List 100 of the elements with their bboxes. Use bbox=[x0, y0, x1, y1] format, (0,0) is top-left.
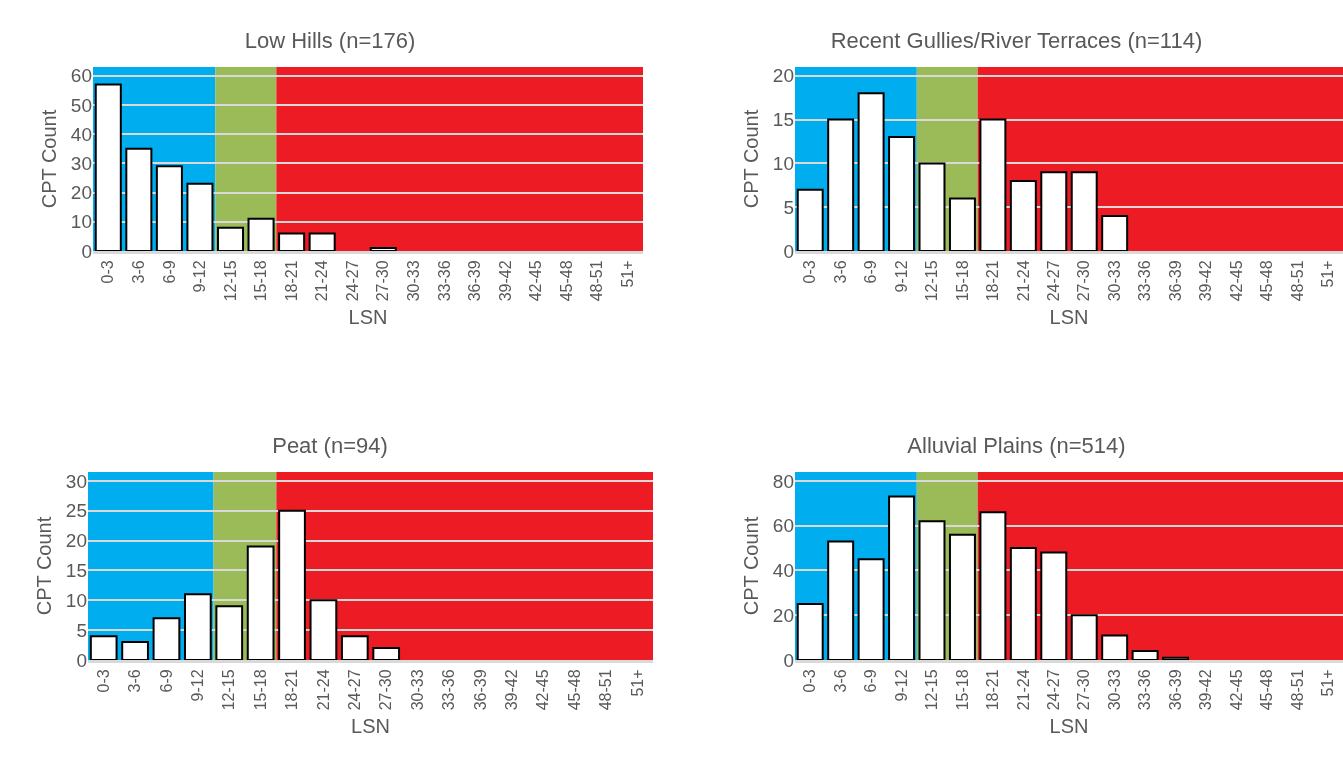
x-tick-label: 30-33 bbox=[1105, 260, 1123, 302]
x-tick-label: 45-48 bbox=[557, 260, 575, 302]
bar bbox=[89, 635, 118, 660]
x-tick-label: 27-30 bbox=[374, 260, 392, 302]
y-tick-label: 60 bbox=[70, 65, 92, 87]
bar bbox=[155, 165, 183, 251]
x-axis-title: LSN bbox=[1049, 714, 1089, 737]
bar bbox=[857, 92, 885, 251]
y-tick-label: 30 bbox=[70, 153, 92, 175]
x-tick-label: 48-51 bbox=[597, 669, 615, 711]
x-tick-label: 27-30 bbox=[1075, 669, 1093, 711]
y-tick-label: 20 bbox=[772, 604, 794, 626]
y-tick-label: 0 bbox=[783, 649, 794, 671]
y-tick-label: 30 bbox=[65, 470, 87, 492]
bar bbox=[246, 545, 275, 660]
x-tick-label: 24-27 bbox=[1044, 260, 1062, 302]
x-tick-label: 0-3 bbox=[94, 669, 112, 693]
x-tick-label: 39-42 bbox=[1197, 669, 1215, 711]
x-tick-label: 6-9 bbox=[160, 260, 178, 284]
x-tick-label: 18-21 bbox=[984, 669, 1002, 711]
y-tick-label: 5 bbox=[76, 619, 87, 641]
bar bbox=[372, 647, 401, 660]
bar bbox=[888, 136, 916, 251]
x-tick-label: 36-39 bbox=[1166, 260, 1184, 302]
y-tick-label: 60 bbox=[772, 515, 794, 537]
x-tick-label: 18-21 bbox=[282, 260, 300, 302]
x-tick-label: 39-42 bbox=[496, 260, 514, 302]
y-tick-label: 20 bbox=[65, 530, 87, 552]
bar bbox=[121, 641, 149, 660]
x-tick-label: 36-39 bbox=[466, 260, 484, 302]
x-tick-label: 27-30 bbox=[1075, 260, 1093, 302]
x-tick-label: 24-27 bbox=[346, 669, 364, 711]
y-tick-label: 5 bbox=[783, 196, 794, 218]
bar bbox=[918, 520, 946, 660]
bar bbox=[369, 247, 397, 251]
x-tick-label: 39-42 bbox=[1197, 260, 1215, 302]
y-tick-label: 0 bbox=[783, 240, 794, 262]
y-tick-label: 0 bbox=[81, 240, 92, 262]
x-tick-label: 24-27 bbox=[343, 260, 361, 302]
y-tick-label: 25 bbox=[65, 500, 87, 522]
bar bbox=[857, 558, 885, 660]
x-tick-label: 51+ bbox=[1318, 260, 1336, 288]
x-tick-label: 45-48 bbox=[1258, 669, 1276, 711]
x-tick-label: 3-6 bbox=[831, 260, 849, 284]
bar bbox=[183, 593, 212, 660]
y-axis-title: CPT Count bbox=[38, 109, 61, 209]
x-tick-label: 42-45 bbox=[534, 669, 552, 711]
x-tick-label: 0-3 bbox=[801, 260, 819, 284]
x-tick-label: 51+ bbox=[618, 260, 636, 288]
x-axis-title: LSN bbox=[348, 305, 388, 328]
y-tick-label: 10 bbox=[70, 211, 92, 233]
x-tick-label: 48-51 bbox=[588, 260, 606, 302]
bar bbox=[152, 617, 181, 660]
x-tick-label: 9-12 bbox=[189, 669, 207, 702]
x-tick-label: 6-9 bbox=[862, 669, 880, 693]
x-tick-label: 51+ bbox=[628, 669, 646, 697]
bar bbox=[1040, 551, 1068, 660]
x-tick-label: 33-36 bbox=[440, 669, 458, 711]
y-axis-title: CPT Count bbox=[740, 109, 763, 209]
x-tick-label: 48-51 bbox=[1288, 669, 1306, 711]
bar bbox=[309, 599, 338, 660]
x-tick-label: 3-6 bbox=[126, 669, 144, 693]
bar bbox=[216, 226, 245, 251]
bar bbox=[1040, 171, 1068, 251]
x-tick-label: 9-12 bbox=[892, 260, 910, 293]
bar bbox=[1009, 547, 1037, 660]
bar bbox=[948, 533, 976, 660]
x-tick-label: 15-18 bbox=[252, 260, 270, 302]
x-tick-label: 3-6 bbox=[831, 669, 849, 693]
bar bbox=[1101, 214, 1129, 251]
y-tick-label: 80 bbox=[772, 470, 794, 492]
bar bbox=[796, 188, 824, 251]
y-tick-label: 10 bbox=[772, 153, 794, 175]
x-tick-label: 6-9 bbox=[157, 669, 175, 693]
x-tick-label: 24-27 bbox=[1044, 669, 1062, 711]
x-tick-label: 42-45 bbox=[1227, 669, 1245, 711]
x-tick-label: 33-36 bbox=[1136, 260, 1154, 302]
y-tick-label: 20 bbox=[70, 182, 92, 204]
y-tick-label: 15 bbox=[772, 109, 794, 131]
x-axis-title: LSN bbox=[351, 714, 390, 737]
x-tick-label: 21-24 bbox=[314, 669, 332, 711]
bar bbox=[278, 232, 306, 251]
bar bbox=[186, 182, 214, 251]
y-tick-label: 40 bbox=[772, 560, 794, 582]
x-tick-label: 33-36 bbox=[1136, 669, 1154, 711]
bar bbox=[125, 147, 153, 251]
x-tick-label: 9-12 bbox=[892, 669, 910, 702]
x-tick-label: 21-24 bbox=[1014, 260, 1032, 302]
x-tick-label: 21-24 bbox=[1014, 669, 1032, 711]
bar bbox=[1070, 614, 1098, 660]
x-tick-label: 0-3 bbox=[99, 260, 117, 284]
x-tick-label: 36-39 bbox=[471, 669, 489, 711]
x-tick-label: 30-33 bbox=[1105, 669, 1123, 711]
x-tick-label: 12-15 bbox=[220, 669, 238, 711]
bar bbox=[827, 118, 855, 251]
x-tick-label: 48-51 bbox=[1288, 260, 1306, 302]
x-tick-label: 0-3 bbox=[801, 669, 819, 693]
x-axis-title: LSN bbox=[1049, 305, 1089, 328]
x-tick-label: 3-6 bbox=[130, 260, 148, 284]
bar bbox=[918, 162, 946, 251]
